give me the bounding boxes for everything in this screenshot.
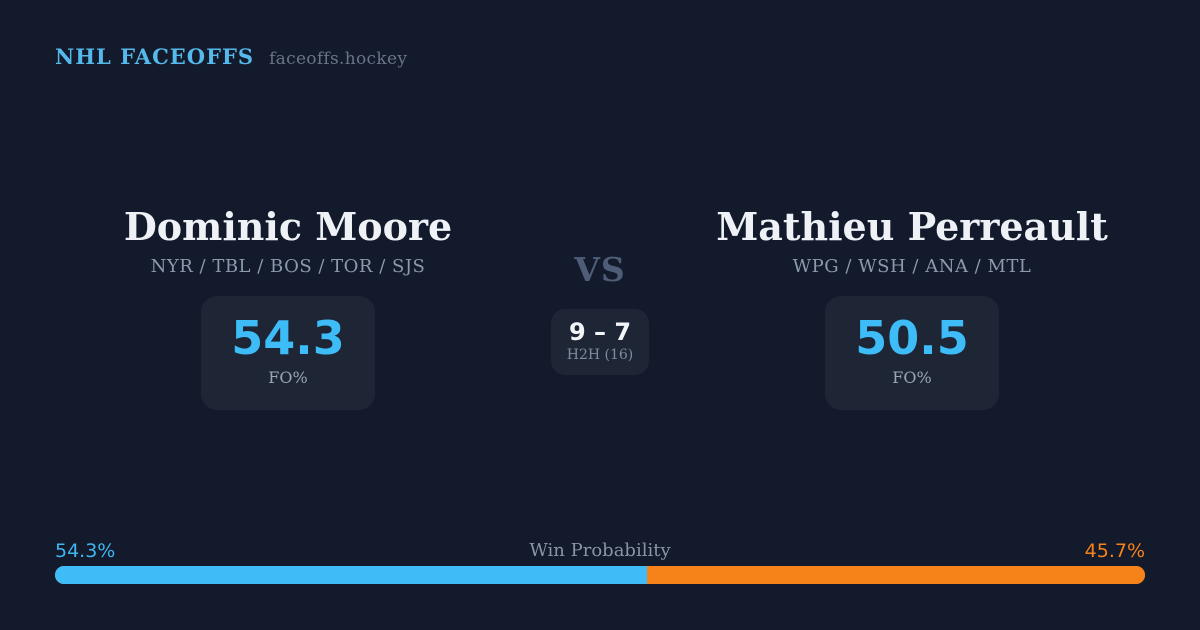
- site-url: faceoffs.hockey: [269, 49, 408, 69]
- right-fo-value: 50.5: [855, 310, 969, 365]
- vs-label: VS: [574, 250, 626, 289]
- win-probability-right-pct: 45.7%: [1084, 540, 1145, 562]
- right-player-teams: WPG / WSH / ANA / MTL: [792, 255, 1032, 277]
- left-fo-card: 54.3 FO%: [201, 295, 375, 410]
- win-probability-title: Win Probability: [529, 540, 671, 561]
- right-player-name: Mathieu Perreault: [716, 204, 1108, 249]
- brand-title: NHL FACEOFFS: [55, 44, 255, 69]
- left-player-name: Dominic Moore: [123, 204, 453, 249]
- win-probability-bar: [55, 566, 1145, 584]
- versus-column: VS 9 – 7 H2H (16): [490, 205, 710, 375]
- right-fo-card: 50.5 FO%: [825, 295, 999, 410]
- left-fo-value: 54.3: [231, 310, 345, 365]
- left-player-column: Dominic Moore NYR / TBL / BOS / TOR / SJ…: [58, 205, 518, 410]
- left-fo-label: FO%: [268, 368, 308, 388]
- win-probability-left-pct: 54.3%: [55, 540, 116, 562]
- right-player-column: Mathieu Perreault WPG / WSH / ANA / MTL …: [682, 205, 1142, 410]
- left-player-teams: NYR / TBL / BOS / TOR / SJS: [150, 255, 426, 277]
- win-bar-right-segment: [646, 566, 1145, 584]
- header: NHL FACEOFFS faceoffs.hockey: [55, 44, 407, 69]
- win-probability-labels: 54.3% Win Probability 45.7%: [55, 540, 1145, 562]
- h2h-label: H2H (16): [566, 347, 634, 364]
- right-fo-label: FO%: [892, 368, 932, 388]
- win-bar-left-segment: [55, 566, 647, 584]
- h2h-score: 9 – 7: [568, 317, 632, 346]
- h2h-card: 9 – 7 H2H (16): [551, 308, 649, 375]
